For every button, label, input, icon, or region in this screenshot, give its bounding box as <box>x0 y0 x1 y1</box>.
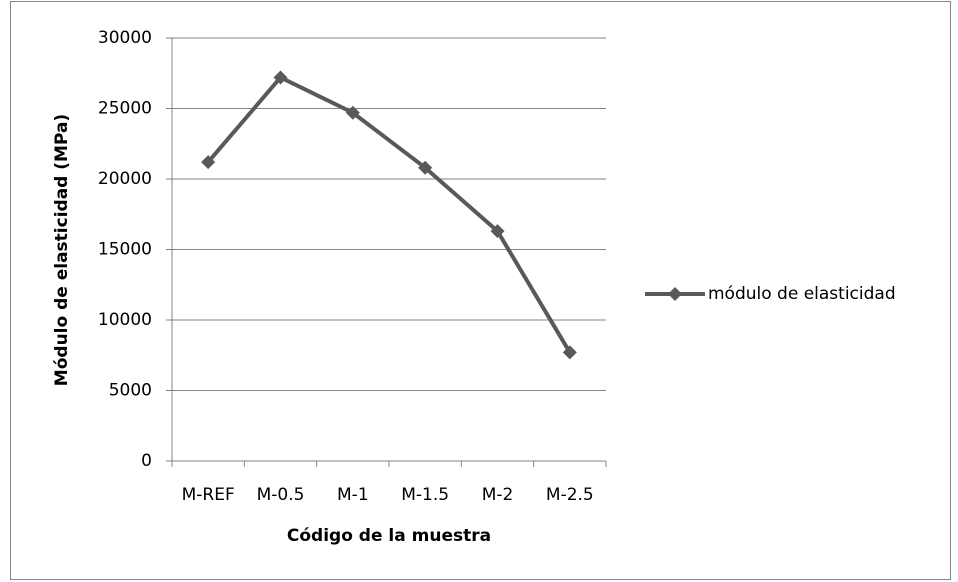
data-marker <box>490 224 505 239</box>
x-axis-title: Código de la muestra <box>287 526 491 546</box>
y-axis-title: Módulo de elasticidad (MPa) <box>52 114 72 386</box>
legend-label: módulo de elasticidad <box>708 284 896 304</box>
y-tick-label: 25000 <box>98 99 152 119</box>
data-marker <box>562 345 577 360</box>
y-tick-label: 15000 <box>98 240 152 260</box>
data-marker <box>201 155 216 170</box>
x-tick-label: M-1 <box>337 485 369 505</box>
y-tick-label: 0 <box>141 451 152 471</box>
x-tick-label: M-2.5 <box>546 485 594 505</box>
data-marker <box>418 160 433 175</box>
x-tick-label: M-REF <box>182 485 235 505</box>
y-tick-label: 30000 <box>98 28 152 48</box>
x-tick-label: M-0.5 <box>257 485 305 505</box>
legend-marker <box>668 287 682 301</box>
y-tick-label: 20000 <box>98 169 152 189</box>
y-tick-label: 10000 <box>98 310 152 330</box>
data-marker <box>273 70 288 85</box>
chart-frame <box>10 1 951 580</box>
data-marker <box>345 105 360 120</box>
data-line <box>206 75 572 354</box>
x-tick-label: M-2 <box>482 485 514 505</box>
y-tick-label: 5000 <box>109 381 152 401</box>
x-tick-label: M-1.5 <box>401 485 449 505</box>
